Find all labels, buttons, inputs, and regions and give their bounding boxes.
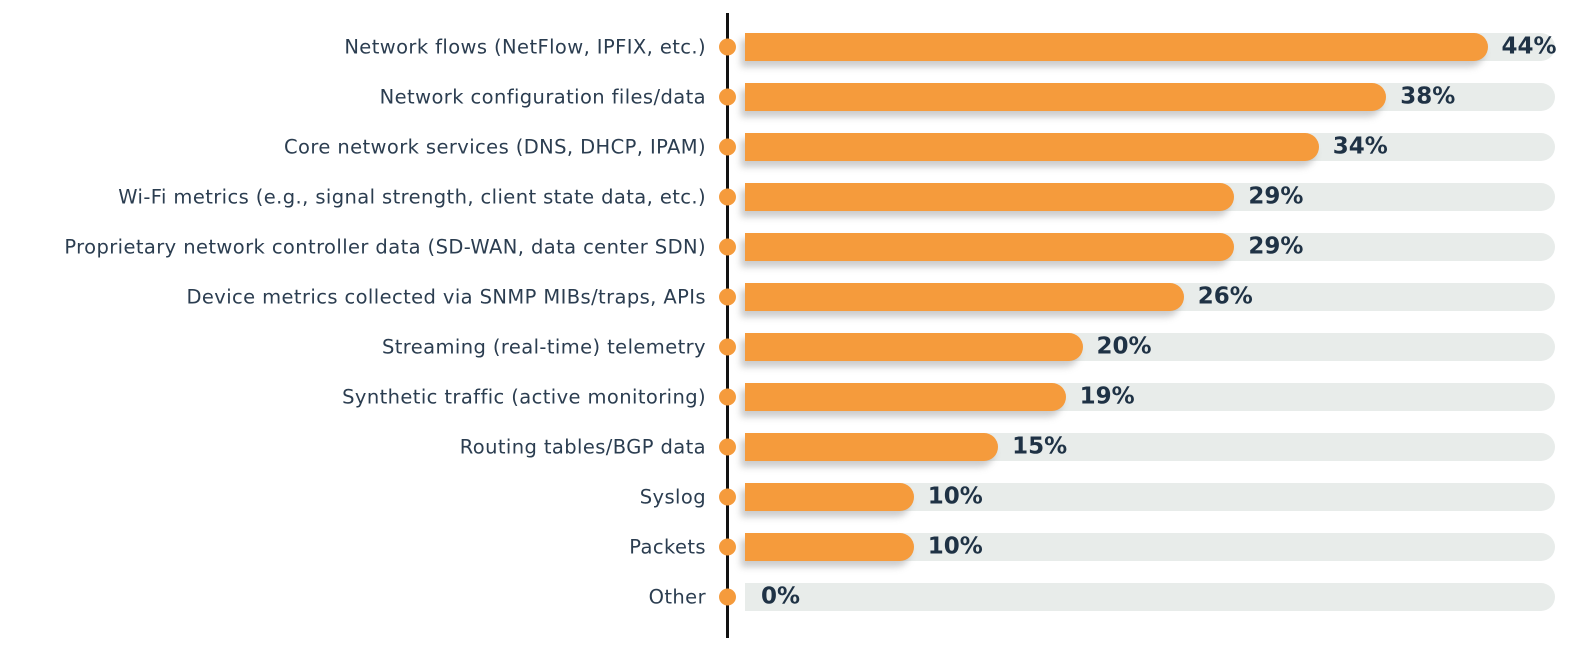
category-label: Synthetic traffic (active monitoring): [342, 385, 706, 409]
axis-dot-icon: [719, 438, 736, 456]
chart-row: Synthetic traffic (active monitoring) 19…: [0, 372, 1585, 422]
value-label: 34%: [1332, 133, 1388, 160]
axis-dot-icon: [719, 488, 736, 506]
bar: [745, 383, 1066, 411]
value-label: 38%: [1400, 83, 1456, 110]
category-label: Streaming (real-time) telemetry: [381, 335, 706, 359]
category-label: Other: [648, 585, 706, 609]
bar-track: 20%: [745, 333, 1555, 361]
bar-track: 0%: [745, 583, 1555, 611]
value-label: 29%: [1248, 233, 1304, 260]
value-label: 15%: [1012, 433, 1068, 460]
category-label: Device metrics collected via SNMP MIBs/t…: [186, 285, 706, 309]
category-label: Core network services (DNS, DHCP, IPAM): [284, 135, 706, 159]
bar-track: 10%: [745, 533, 1555, 561]
bar: [745, 33, 1488, 61]
category-label: Packets: [629, 535, 706, 559]
axis-dot-icon: [719, 338, 736, 356]
bar: [745, 333, 1083, 361]
chart-row: Routing tables/BGP data 15%: [0, 422, 1585, 472]
bar: [745, 283, 1184, 311]
chart-row: Streaming (real-time) telemetry 20%: [0, 322, 1585, 372]
chart-row: Other 0%: [0, 572, 1585, 622]
value-label: 10%: [927, 533, 983, 560]
chart-rows: Network flows (NetFlow, IPFIX, etc.) 44%…: [0, 22, 1585, 622]
axis-dot-icon: [719, 88, 736, 106]
chart-row: Network configuration files/data 38%: [0, 72, 1585, 122]
chart-row: Packets 10%: [0, 522, 1585, 572]
bar: [745, 233, 1235, 261]
axis-dot-icon: [719, 238, 736, 256]
category-label: Syslog: [639, 485, 706, 509]
bar-track: 44%: [745, 33, 1557, 61]
bar: [745, 183, 1235, 211]
axis-dot-icon: [719, 188, 736, 206]
bar-track: 38%: [745, 83, 1555, 111]
axis-dot-icon: [719, 138, 736, 156]
value-label: 26%: [1197, 283, 1253, 310]
category-label: Network flows (NetFlow, IPFIX, etc.): [344, 35, 706, 59]
bar-track: 26%: [745, 283, 1555, 311]
category-label: Routing tables/BGP data: [459, 435, 706, 459]
bar: [745, 83, 1387, 111]
chart-row: Network flows (NetFlow, IPFIX, etc.) 44%: [0, 22, 1585, 72]
axis-dot-icon: [719, 388, 736, 406]
bar-track: 19%: [745, 383, 1555, 411]
value-label: 44%: [1501, 33, 1557, 60]
bar-track: 29%: [745, 183, 1555, 211]
axis-dot-icon: [719, 538, 736, 556]
category-label: Network configuration files/data: [379, 85, 706, 109]
value-label: 19%: [1079, 383, 1135, 410]
bar-track: 29%: [745, 233, 1555, 261]
category-label: Proprietary network controller data (SD-…: [64, 235, 706, 259]
bar: [745, 433, 999, 461]
bar-track: 10%: [745, 483, 1555, 511]
value-label: 20%: [1096, 333, 1152, 360]
chart-row: Core network services (DNS, DHCP, IPAM) …: [0, 122, 1585, 172]
bar-track: 34%: [745, 133, 1555, 161]
bar: [745, 483, 914, 511]
bar-track: 15%: [745, 433, 1555, 461]
chart-row: Wi-Fi metrics (e.g., signal strength, cl…: [0, 172, 1585, 222]
axis-dot-icon: [719, 38, 736, 56]
category-label: Wi-Fi metrics (e.g., signal strength, cl…: [118, 185, 706, 209]
value-label: 10%: [927, 483, 983, 510]
y-axis-line: [726, 13, 729, 638]
chart-row: Syslog 10%: [0, 472, 1585, 522]
bar: [745, 533, 914, 561]
chart-row: Proprietary network controller data (SD-…: [0, 222, 1585, 272]
value-label: 0%: [761, 583, 801, 610]
bar: [745, 133, 1319, 161]
chart-row: Device metrics collected via SNMP MIBs/t…: [0, 272, 1585, 322]
axis-dot-icon: [719, 588, 736, 606]
axis-dot-icon: [719, 288, 736, 306]
value-label: 29%: [1248, 183, 1304, 210]
